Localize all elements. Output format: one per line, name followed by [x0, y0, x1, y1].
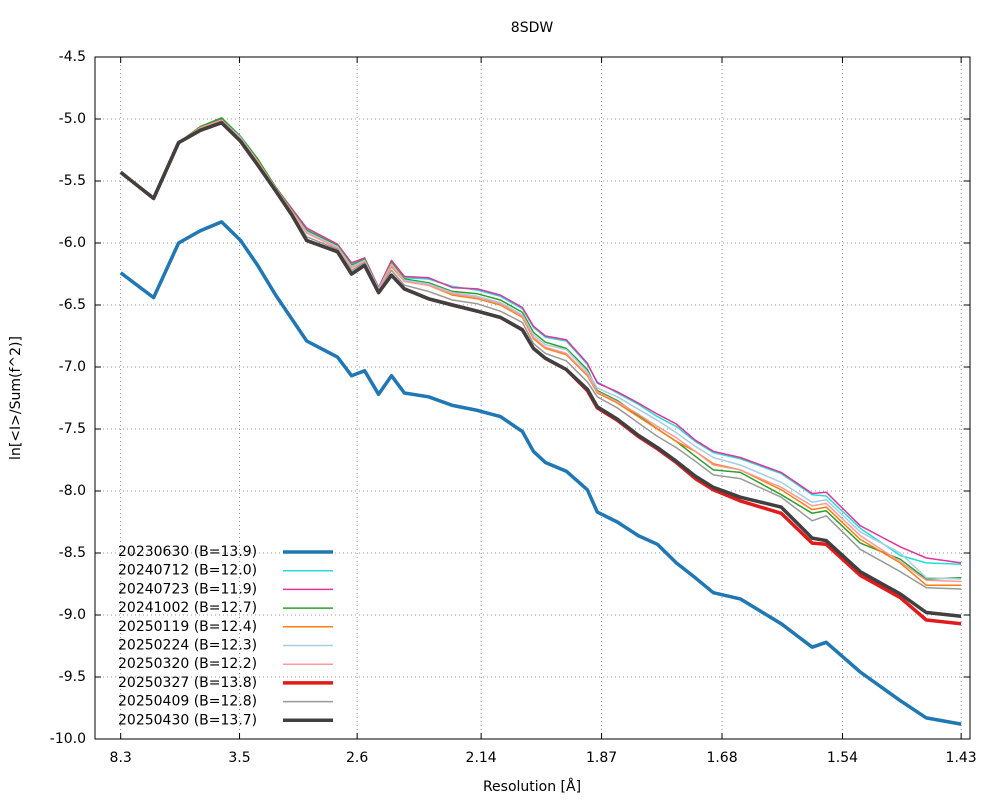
y-tick-label: -7.0 [59, 359, 86, 375]
legend-label: 20250430 (B=13.7) [118, 712, 257, 728]
y-tick-label: -6.5 [59, 297, 86, 313]
x-tick-label: 1.87 [586, 750, 617, 766]
series-line [120, 119, 962, 583]
y-tick-label: -7.5 [59, 421, 86, 437]
legend-label: 20240723 (B=11.9) [118, 581, 257, 597]
series-line [120, 117, 962, 580]
x-tick-label: 1.68 [706, 750, 737, 766]
legend-label: 20250119 (B=12.4) [118, 619, 257, 635]
legend-label: 20240712 (B=12.0) [118, 563, 257, 579]
y-tick-label: -9.0 [59, 607, 86, 623]
plot-frame [94, 56, 971, 740]
x-tick-label: 2.6 [346, 750, 368, 766]
y-tick-label: -5.0 [59, 111, 86, 127]
legend-label: 20250409 (B=12.8) [118, 694, 257, 710]
y-axis-label: ln[<I>/Sum(f^2)] [8, 336, 24, 460]
legend-label: 20241002 (B=12.7) [118, 600, 257, 616]
legend-label: 20250224 (B=12.3) [118, 638, 257, 654]
chart-title: 8SDW [511, 20, 554, 36]
x-axis-label: Resolution [Å] [483, 778, 581, 795]
y-tick-label: -10.0 [50, 731, 86, 747]
series-line [119, 120, 962, 618]
x-tick-label: 3.5 [228, 750, 250, 766]
x-tick-label: 8.3 [110, 750, 132, 766]
y-tick-label: -8.5 [59, 545, 86, 561]
series-line [119, 220, 962, 726]
x-tick-label: 1.43 [946, 750, 977, 766]
legend-label: 20230630 (B=13.9) [118, 544, 257, 560]
y-tick-label: -4.5 [59, 49, 86, 65]
y-tick-label: -9.5 [59, 669, 86, 685]
legend-label: 20250320 (B=12.2) [118, 656, 257, 672]
x-tick-label: 1.54 [827, 750, 858, 766]
legend-label: 20250327 (B=13.8) [118, 675, 257, 691]
y-tick-label: -6.0 [59, 235, 86, 251]
y-tick-label: -5.5 [59, 173, 86, 189]
x-tick-label: 2.14 [466, 750, 497, 766]
y-tick-label: -8.0 [59, 483, 86, 499]
